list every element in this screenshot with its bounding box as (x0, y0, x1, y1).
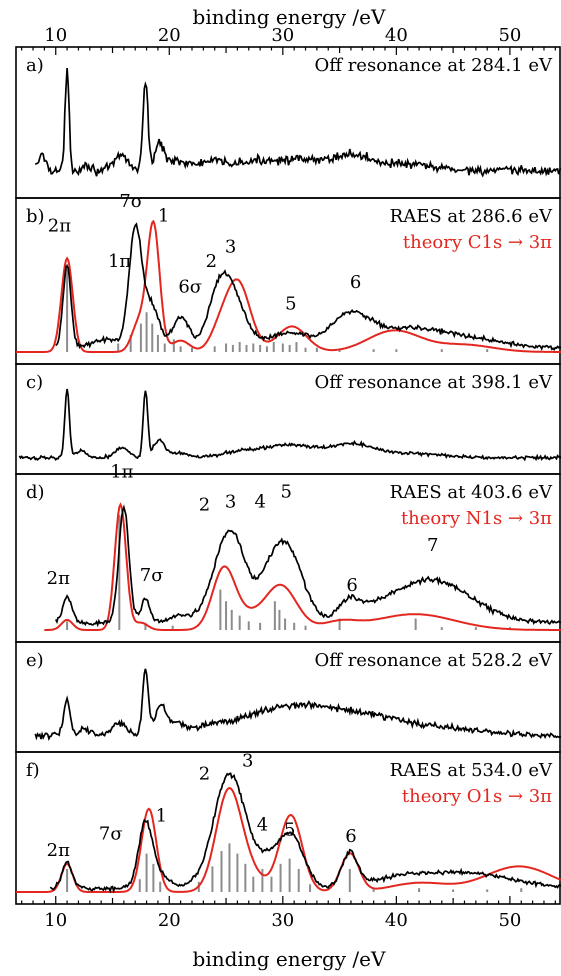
peak-label: 2 (199, 763, 210, 784)
bottom-tick-label: 30 (271, 910, 294, 931)
ticks-group: 10 10 20 20 30 30 40 40 50 50 (21, 25, 556, 931)
top-tick-label: 10 (44, 25, 67, 46)
peak-label: 7σ (140, 565, 164, 586)
peak-label: 2 (206, 251, 217, 272)
peak-label: 1π (110, 461, 133, 482)
panel-theory-label: theory C1s → 3π (403, 232, 552, 253)
experimental-curve (55, 222, 561, 352)
peak-label: 6 (345, 826, 356, 847)
peak-label: 1 (156, 806, 167, 827)
panel-letter: d) (26, 482, 45, 503)
panel-d: d) RAES at 403.6 eV theory N1s → 3π 2π 1π 7σ 2… (15, 461, 561, 643)
top-tick-label: 30 (271, 25, 294, 46)
bottom-tick-label: 20 (158, 910, 181, 931)
bottom-x-axis-title: binding energy /eV (193, 947, 386, 971)
peak-label: 5 (281, 482, 292, 503)
theory-curve (16, 787, 561, 893)
top-tick-label: 20 (158, 25, 181, 46)
panel-a: a) Off resonance at 284.1 eV (15, 46, 561, 199)
peak-label: 7 (427, 535, 438, 556)
panel-title: Off resonance at 528.2 eV (314, 650, 553, 671)
experimental-curve (54, 504, 561, 628)
panel-frame (15, 751, 561, 905)
panel-title: RAES at 534.0 eV (390, 760, 553, 781)
panel-letter: c) (26, 372, 43, 393)
panel-title: RAES at 403.6 eV (390, 482, 553, 503)
peak-label: 3 (242, 751, 253, 772)
panel-letter: b) (26, 206, 45, 227)
peak-label: 1π (108, 251, 131, 272)
peak-label: 2π (48, 215, 71, 236)
peak-label: 2π (47, 568, 70, 589)
peak-label: 7σ (119, 191, 143, 212)
theory-curve (16, 219, 561, 353)
experimental-curve (34, 68, 561, 178)
panels-group: a) Off resonance at 284.1 eV b) RAES at 286… (15, 46, 561, 905)
panel-c: c) Off resonance at 398.1 eV (15, 363, 561, 475)
peak-label: 4 (257, 815, 268, 836)
experimental-curve (18, 388, 561, 462)
peak-label: 7σ (99, 824, 123, 845)
panel-e: e) Off resonance at 528.2 eV (15, 641, 561, 753)
theory-curve (44, 502, 561, 631)
panel-title: Off resonance at 284.1 eV (314, 55, 553, 76)
peak-label: 6 (350, 272, 361, 293)
experimental-curve (49, 772, 561, 894)
panel-letter: e) (26, 650, 44, 671)
panel-theory-label: theory O1s → 3π (402, 786, 552, 807)
panel-b: b) RAES at 286.6 eV theory C1s → 3π 2π 7σ 1 1π… (15, 191, 561, 365)
bottom-tick-label: 50 (498, 910, 521, 931)
peak-label: 2 (199, 494, 210, 515)
peak-label: 6 (346, 575, 357, 596)
bottom-tick-label: 10 (44, 910, 67, 931)
peak-label: 3 (225, 492, 236, 513)
peak-label: 2π (47, 840, 70, 861)
peak-label: 6σ (178, 276, 202, 297)
panel-letter: a) (26, 55, 44, 76)
bottom-tick-label: 40 (385, 910, 408, 931)
experimental-curve (34, 668, 561, 742)
top-x-axis-title: binding energy /eV (193, 5, 386, 29)
panel-letter: f) (26, 760, 40, 781)
peak-label: 5 (284, 820, 295, 841)
peak-label: 1 (158, 205, 169, 226)
top-tick-label: 40 (385, 25, 408, 46)
panel-title: RAES at 286.6 eV (390, 206, 553, 227)
panel-theory-label: theory N1s → 3π (401, 508, 552, 529)
panel-title: Off resonance at 398.1 eV (314, 372, 553, 393)
peak-label: 3 (225, 237, 236, 258)
peak-label: 4 (254, 492, 265, 513)
panel-f: f) RAES at 534.0 eV theory O1s → 3π 2π 7σ 1 2 3… (15, 751, 561, 905)
top-tick-label: 50 (498, 25, 521, 46)
peak-label: 5 (285, 293, 296, 314)
